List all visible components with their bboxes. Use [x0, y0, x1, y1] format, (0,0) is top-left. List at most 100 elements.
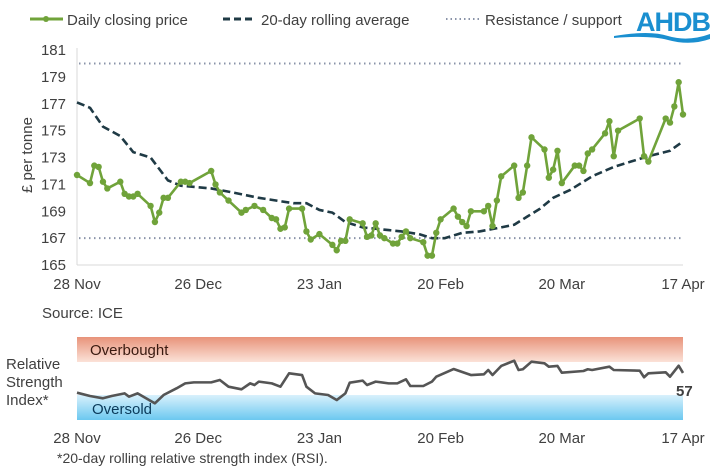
- closing-price-point: [156, 209, 163, 216]
- closing-price-point: [614, 127, 622, 134]
- closing-price-point: [588, 146, 596, 153]
- y-tick-labels: 181 179 177 175 173 171 169 167 165: [41, 42, 66, 274]
- legend-levels-label: Resistance / support: [485, 12, 623, 29]
- closing-price-point: [151, 218, 159, 226]
- y-tick-label: 165: [41, 257, 66, 274]
- closing-price-point: [104, 185, 111, 192]
- closing-price-point: [675, 79, 682, 86]
- logo-wave-icon: [614, 33, 710, 43]
- legend-price-label: Daily closing price: [67, 12, 188, 29]
- closing-price-point: [433, 229, 440, 236]
- closing-price-point: [541, 146, 548, 153]
- closing-price-point: [584, 150, 591, 157]
- price-series: [73, 79, 687, 259]
- closing-price-point: [575, 162, 583, 169]
- closing-price-line: [76, 80, 685, 257]
- closing-price-point: [285, 205, 293, 212]
- closing-price-point: [545, 174, 553, 181]
- rsi-series: [76, 359, 685, 405]
- closing-price-point: [645, 158, 652, 165]
- closing-price-point: [402, 228, 410, 235]
- closing-price-point: [454, 213, 462, 220]
- y-tick-label: 177: [41, 96, 66, 113]
- closing-price-point: [437, 216, 444, 223]
- closing-price-point: [398, 233, 405, 241]
- closing-price-point: [549, 166, 557, 173]
- rsi-last-value-label: 57: [676, 383, 693, 400]
- x-tick-label: 28 Nov: [53, 276, 101, 293]
- rsi-panel: Overbought Oversold Relative Strength In…: [6, 337, 705, 447]
- rsi-label-line-3: Index*: [6, 392, 49, 409]
- x-tick-label: 20 Mar: [538, 276, 585, 293]
- closing-price-point: [671, 103, 678, 110]
- rsi-label-line-2: Strength: [6, 374, 63, 391]
- closing-price-point: [212, 181, 219, 188]
- legend-item-average: 20-day rolling average: [223, 12, 409, 29]
- rsi-x-tick-label: 20 Feb: [417, 430, 464, 447]
- rsi-line: [76, 359, 685, 405]
- rsi-x-tick-label: 20 Mar: [538, 430, 585, 447]
- x-tick-label: 23 Jan: [297, 276, 342, 293]
- closing-price-point: [333, 247, 340, 254]
- overbought-label: Overbought: [90, 342, 169, 359]
- source-label: Source: ICE: [42, 305, 123, 322]
- closing-price-point: [134, 190, 141, 198]
- closing-price-point: [99, 178, 107, 185]
- closing-price-point: [207, 167, 215, 175]
- oversold-label: Oversold: [92, 401, 152, 418]
- closing-price-point: [303, 228, 310, 235]
- y-tick-label: 167: [41, 230, 66, 247]
- closing-price-point: [459, 218, 466, 226]
- x-tick-labels: 28 Nov 26 Dec 23 Jan 20 Feb 20 Mar 17 Apr: [53, 276, 704, 293]
- rsi-x-tick-label: 28 Nov: [53, 430, 101, 447]
- closing-price-point: [640, 152, 648, 160]
- legend-price-marker: [43, 16, 49, 22]
- closing-price-point: [450, 205, 457, 212]
- closing-price-point: [420, 238, 427, 246]
- closing-price-point: [558, 179, 565, 187]
- closing-price-point: [679, 111, 687, 118]
- footnote: *20-day rolling relative strength index …: [57, 450, 328, 466]
- legend-item-price: Daily closing price: [30, 12, 188, 29]
- closing-price-point: [528, 134, 535, 141]
- closing-price-point: [463, 222, 470, 230]
- closing-price-point: [523, 162, 531, 169]
- closing-price-point: [610, 152, 617, 160]
- closing-price-point: [329, 241, 336, 249]
- closing-price-point: [147, 202, 154, 210]
- closing-price-point: [186, 179, 193, 187]
- closing-price-point: [394, 240, 401, 247]
- oversold-band: [77, 395, 683, 420]
- closing-price-point: [95, 163, 102, 171]
- closing-price-point: [519, 189, 527, 196]
- rsi-label-line-1: Relative: [6, 356, 60, 373]
- rsi-x-tick-label: 26 Dec: [174, 430, 222, 447]
- closing-price-point: [372, 220, 379, 227]
- rsi-x-tick-labels: 28 Nov 26 Dec 23 Jan 20 Feb 20 Mar 17 Apr: [53, 430, 704, 447]
- closing-price-point: [407, 234, 414, 242]
- closing-price-point: [216, 189, 224, 196]
- x-tick-label: 26 Dec: [174, 276, 222, 293]
- closing-price-point: [281, 224, 288, 231]
- closing-price-point: [666, 119, 674, 126]
- closing-price-point: [580, 167, 587, 175]
- closing-price-point: [467, 208, 475, 215]
- y-tick-label: 173: [41, 150, 66, 167]
- y-tick-label: 181: [41, 42, 66, 59]
- closing-price-point: [498, 173, 505, 180]
- closing-price-point: [480, 208, 488, 215]
- logo-text: AHDB: [636, 7, 710, 37]
- closing-price-point: [359, 220, 366, 227]
- closing-price-point: [242, 206, 250, 214]
- closing-price-point: [272, 216, 280, 223]
- closing-price-point: [489, 222, 496, 230]
- rsi-x-tick-label: 17 Apr: [661, 430, 704, 447]
- y-axis-title: £ per tonne: [19, 117, 36, 193]
- y-tick-label: 175: [41, 123, 66, 140]
- closing-price-point: [346, 216, 353, 223]
- closing-price-point: [554, 147, 561, 154]
- closing-price-point: [342, 237, 349, 245]
- y-tick-label: 179: [41, 69, 66, 86]
- overbought-band: [77, 337, 683, 362]
